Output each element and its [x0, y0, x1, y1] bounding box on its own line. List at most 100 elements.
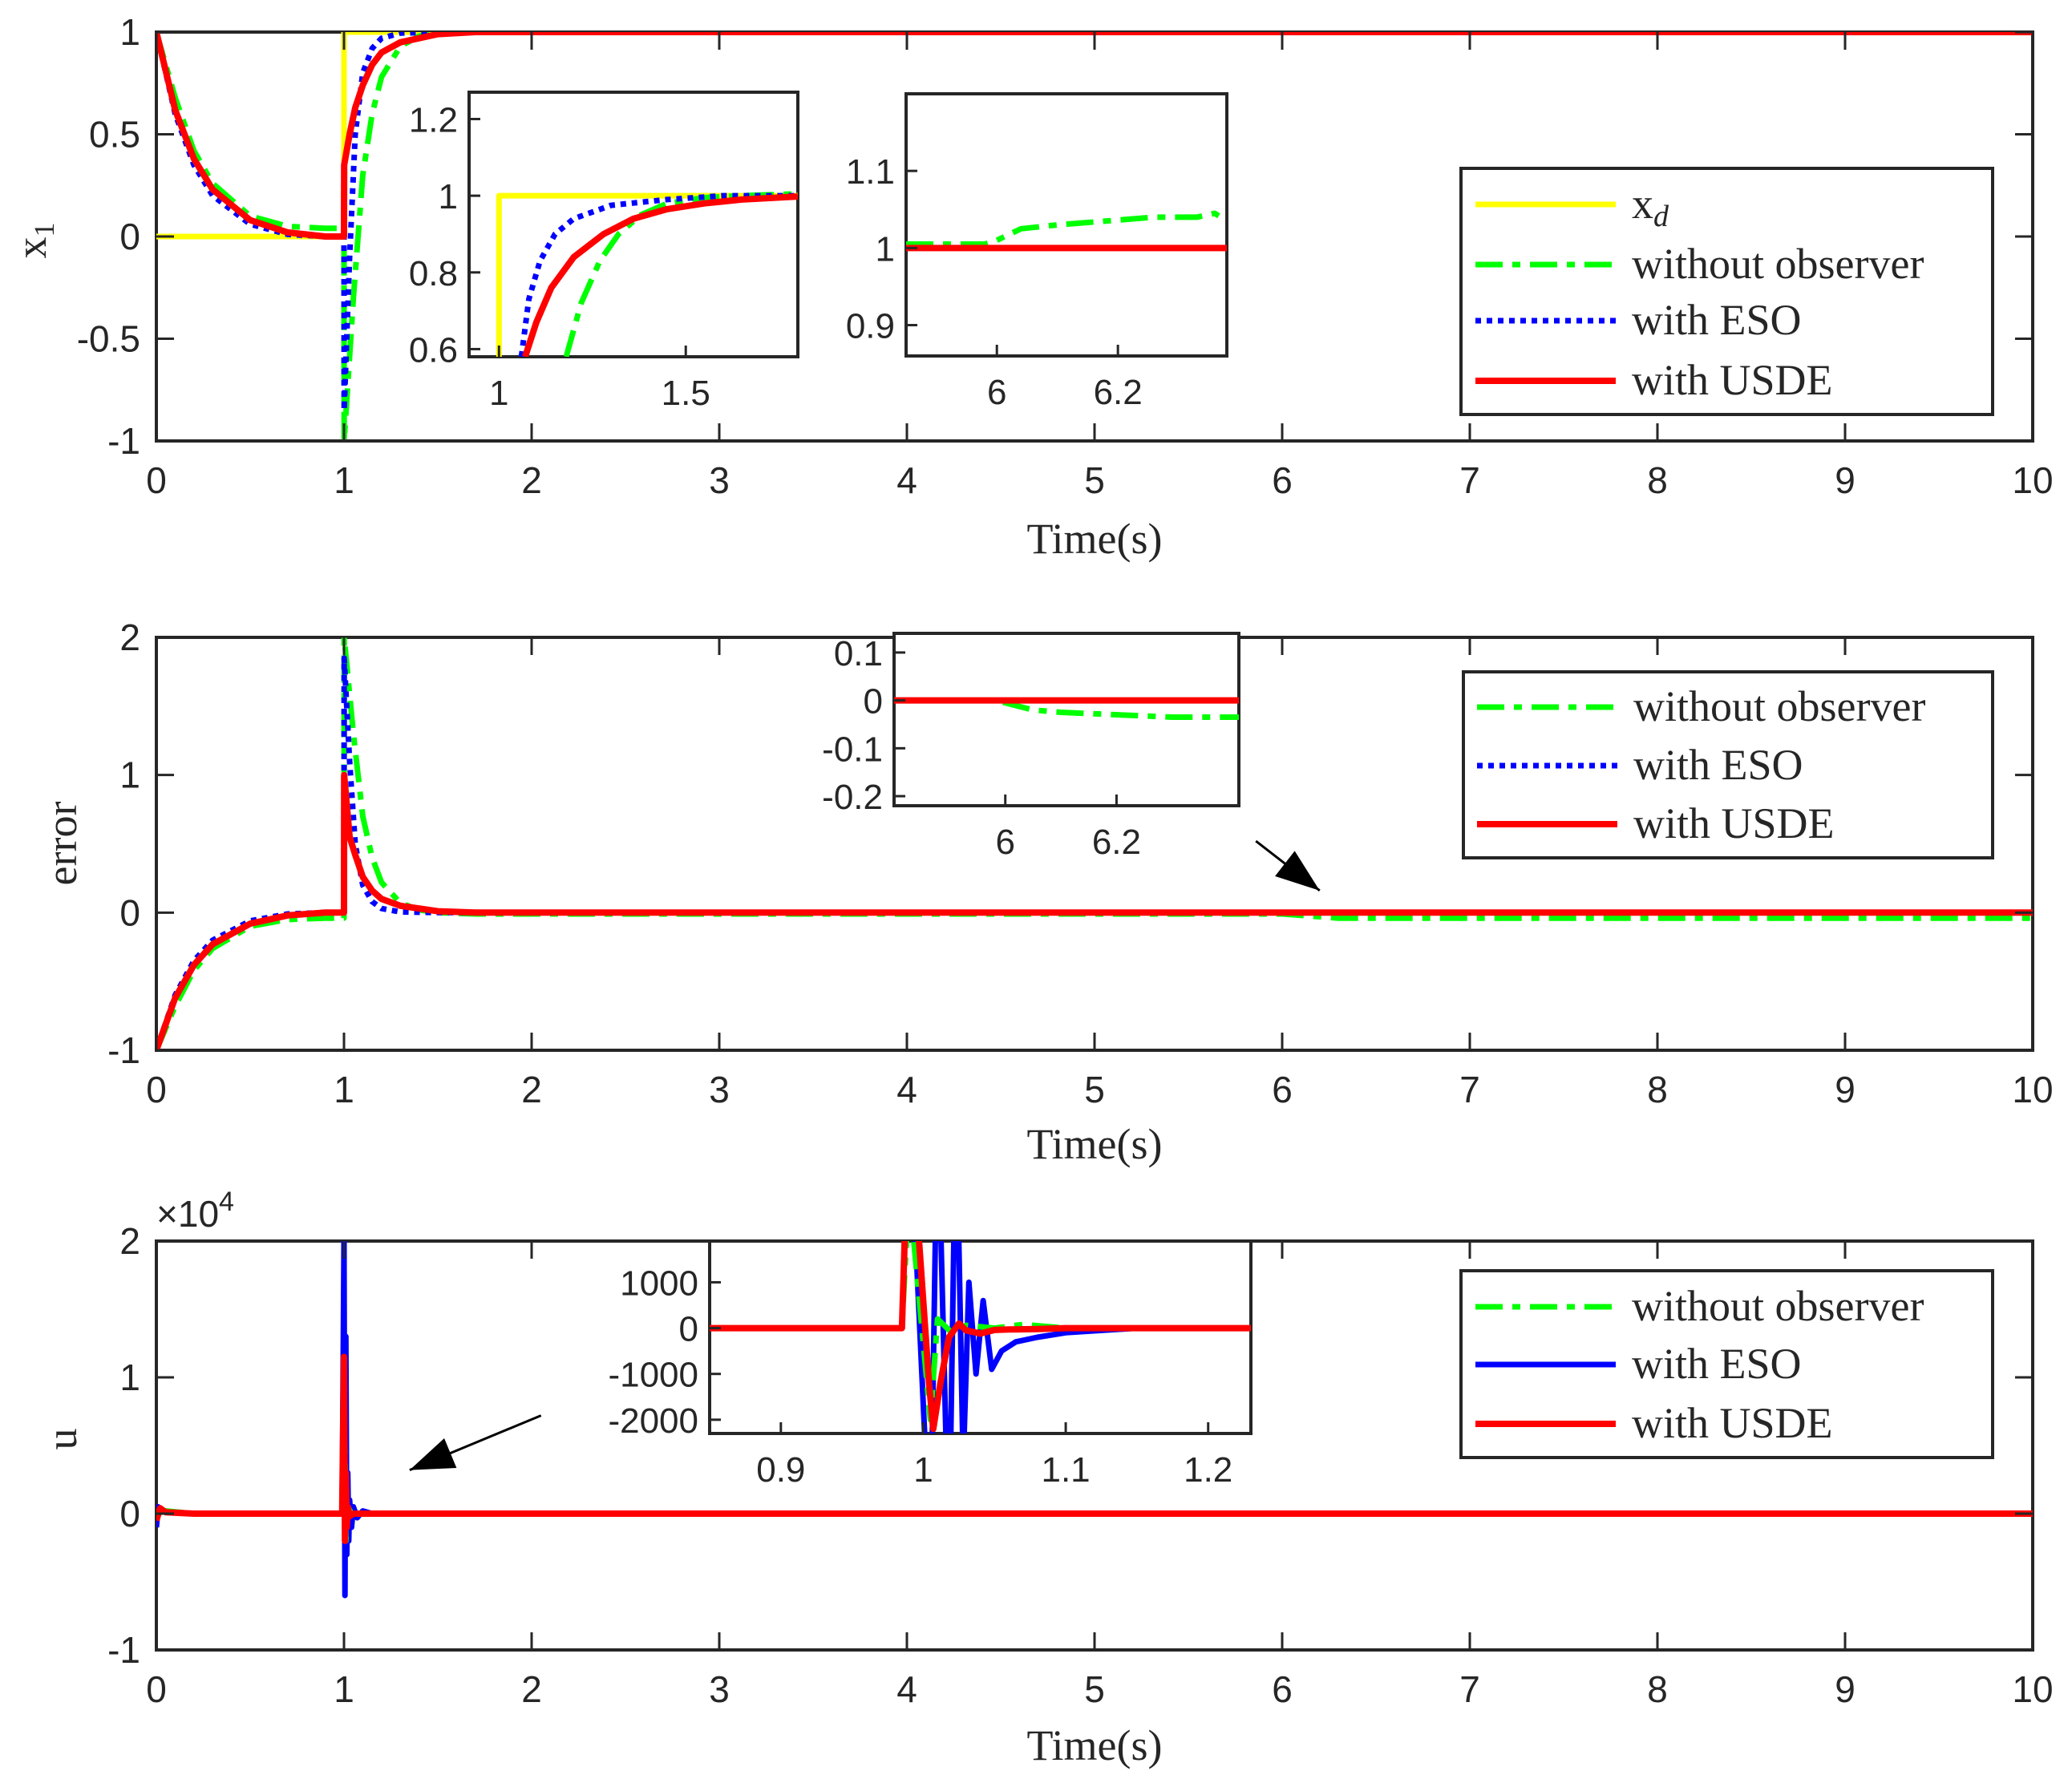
x-axis-label: Time(s)	[1026, 515, 1162, 563]
x-tick-label: 4	[896, 459, 917, 501]
y-tick-label: -0.5	[77, 318, 140, 360]
annotation-arrow	[1255, 839, 1321, 892]
inset-y-tick-label: 0.8	[409, 254, 458, 293]
inset-y-ticks: 0.6 0.8 1 1.2	[409, 100, 480, 370]
inset-y-ticks: 0.9 1 1.1	[846, 152, 917, 346]
x-tick-label: 4	[896, 1668, 917, 1710]
legend-label-usde: with USDE	[1632, 356, 1833, 404]
inset-x-ticks: 6 6.2	[987, 345, 1143, 412]
inset-box	[708, 1239, 1253, 1435]
x-tick-label: 5	[1084, 1668, 1105, 1710]
inset-y-tick-label: -2000	[608, 1401, 698, 1441]
x-tick-label: 8	[1647, 459, 1668, 501]
x-tick-label: 6	[1272, 459, 1293, 501]
inset-zoom-spike: 0.9 1 1.1 1.2 1000 0 -1000 -2000	[608, 1239, 1253, 1490]
inset-series	[894, 697, 1239, 720]
y-tick-label: 2	[119, 617, 140, 658]
x-tick-label: 5	[1084, 459, 1105, 501]
inset-y-tick-label: 1	[439, 177, 458, 216]
legend-label-usde: with USDE	[1633, 799, 1835, 847]
y-tick-labels: -1 -0.5 0 0.5 1	[77, 11, 2033, 462]
y-tick-label: -1	[107, 420, 140, 462]
inset-x-tick-label: 1	[913, 1450, 933, 1490]
inset-x-ticks: 0.9 1 1.1 1.2	[756, 1422, 1232, 1490]
series-layer	[156, 637, 2033, 1050]
arrow-head	[409, 1438, 457, 1470]
x-tick-label: 8	[1647, 1069, 1668, 1110]
x-tick-label: 3	[709, 1069, 730, 1110]
inset-series-eso_solid	[710, 1241, 1251, 1433]
inset-x-tick-label: 1.5	[662, 374, 710, 413]
inset-series	[906, 210, 1227, 252]
x-tick-label: 10	[2012, 1668, 2053, 1710]
inset-y-tick-label: 1000	[620, 1264, 698, 1303]
y-tick-label: 0	[119, 216, 140, 257]
y-tick-label: 0.5	[89, 114, 140, 156]
inset-x-tick-label: 6	[987, 373, 1006, 412]
x-tick-label: 9	[1835, 1668, 1855, 1710]
x-axis-label: Time(s)	[1026, 1721, 1162, 1769]
inset-series-without	[906, 210, 1227, 247]
x-tick-label: 10	[2012, 459, 2053, 501]
inset-x-tick-label: 1	[489, 374, 508, 413]
inset-x-tick-label: 6.2	[1092, 823, 1141, 862]
x-tick-label: 10	[2012, 1069, 2053, 1110]
x-tick-label: 9	[1835, 459, 1855, 501]
inset-y-tick-label: -1000	[608, 1356, 698, 1395]
x-tick-label: 2	[521, 459, 542, 501]
y-axis-multiplier: ×104	[156, 1187, 234, 1235]
arrow-head	[1275, 851, 1320, 891]
legend-label-xd: xd	[1632, 180, 1669, 233]
legend-label-without-observer: without observer	[1632, 1282, 1924, 1330]
legend-label-eso: with ESO	[1633, 741, 1803, 789]
x-tick-label: 4	[896, 1069, 917, 1110]
y-tick-label: -1	[107, 1029, 140, 1071]
inset-series-eso	[518, 192, 798, 357]
legend-label-without-observer: without observer	[1632, 240, 1924, 288]
y-tick-label: 2	[119, 1220, 140, 1262]
inset-y-tick-label: 1.1	[846, 152, 895, 192]
x-tick-label: 3	[709, 459, 730, 501]
inset-series-usde	[522, 193, 798, 357]
y-tick-labels: -1 0 1 2	[107, 1220, 2033, 1671]
y-tick-label: 1	[119, 11, 140, 53]
x-tick-label: 2	[521, 1668, 542, 1710]
y-axis-label: x1	[7, 223, 60, 259]
legend: xd without observer with ESO with USDE	[1459, 167, 1994, 416]
inset-series	[496, 191, 798, 357]
y-tick-labels: -1 0 1 2	[107, 617, 2033, 1071]
x-tick-label: 7	[1459, 1668, 1480, 1710]
x-tick-labels: 0 1 2 3 4 5 6 7 8 9 10	[146, 32, 2054, 501]
x-tick-label: 1	[334, 1069, 354, 1110]
legend: without observer with ESO with USDE	[1459, 1269, 1994, 1459]
inset-y-tick-label: 0	[864, 682, 883, 722]
inset-series-usde	[710, 1241, 1251, 1433]
legend: without observer with ESO with USDE	[1462, 670, 1994, 859]
y-tick-label: 0	[119, 1493, 140, 1534]
y-tick-label: 1	[119, 754, 140, 796]
legend-label-eso: with ESO	[1632, 296, 1802, 344]
inset-y-tick-label: 1.2	[409, 100, 458, 139]
x-tick-label: 3	[709, 1668, 730, 1710]
x-tick-label: 0	[146, 1668, 167, 1710]
y-tick-label: 1	[119, 1357, 140, 1398]
inset-series	[710, 1241, 1251, 1433]
y-tick-label: -1	[107, 1629, 140, 1671]
y-tick-label: 0	[119, 892, 140, 933]
x-axis-label: Time(s)	[1026, 1120, 1162, 1168]
legend-box	[1459, 167, 1994, 416]
y-axis-label: error	[38, 802, 86, 886]
x-tick-label: 0	[146, 459, 167, 501]
annotation-arrow	[409, 1414, 542, 1471]
x-tick-label: 5	[1084, 1069, 1105, 1110]
inset-x-tick-label: 1.2	[1184, 1450, 1232, 1490]
legend-label-usde: with USDE	[1632, 1399, 1833, 1447]
inset-y-tick-label: 0.9	[846, 307, 895, 346]
inset-x-ticks: 1 1.5	[489, 346, 710, 413]
series-without	[156, 32, 1290, 441]
panel-x1: 0 1 2 3 4 5 6 7 8 9 10 -1-0.500.51 Time(s) x1 1 1.5…	[7, 11, 2054, 563]
inset-x-tick-label: 1.1	[1041, 1450, 1090, 1490]
inset-y-ticks: 0.1 0 -0.1 -0.2	[822, 634, 905, 817]
